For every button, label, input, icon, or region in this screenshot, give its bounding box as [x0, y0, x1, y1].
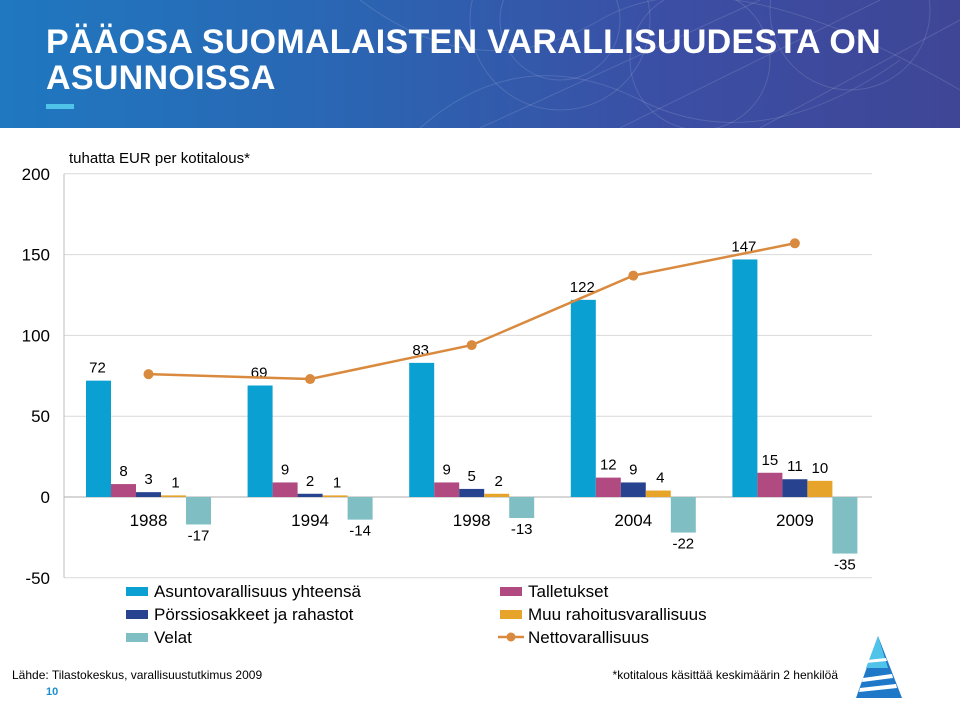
bar-data-label: 2	[306, 473, 314, 490]
bar-data-label: 9	[629, 461, 637, 478]
bar-velat-1998	[509, 497, 535, 519]
bar-muu-2009	[807, 480, 833, 497]
legend: Asuntovarallisuus yhteensä Talletukset Pör…	[126, 582, 707, 647]
bar-pörssiosakkeet-2004	[620, 482, 646, 497]
bar-muu-2004	[645, 490, 671, 497]
y-tick-label: 100	[22, 326, 50, 345]
legend-label: Talletukset	[528, 582, 609, 601]
page-number: 10	[46, 686, 59, 698]
bar-muu-1994	[322, 495, 348, 497]
legend-label: Asuntovarallisuus yhteensä	[154, 582, 362, 601]
bar-asuntovarallisuus-2009	[732, 259, 758, 497]
y-tick-label: -50	[25, 569, 50, 588]
y-tick-label: 150	[22, 246, 50, 265]
bar-data-label: 2	[495, 473, 503, 490]
bar-talletukset-2009	[757, 472, 783, 497]
legend-label: Nettovarallisuus	[528, 628, 649, 647]
bar-asuntovarallisuus-2004	[570, 299, 596, 497]
bar-talletukset-1994	[272, 482, 298, 497]
bar-data-label: 9	[281, 461, 289, 478]
bar-talletukset-1998	[434, 482, 460, 497]
legend-swatch	[500, 587, 522, 596]
net-wealth-point	[789, 238, 800, 249]
bar-data-label: -14	[349, 523, 371, 540]
footnote: *kotitalous käsittää keskimäärin 2 henki…	[612, 668, 838, 682]
y-tick-label: 0	[41, 488, 50, 507]
bar-data-label: -17	[188, 527, 210, 544]
bar-data-label: 1	[171, 474, 179, 491]
bar-data-label: -13	[511, 521, 533, 538]
bar-talletukset-1988	[111, 484, 136, 497]
bar-data-label: 15	[762, 452, 779, 469]
net-wealth-point	[628, 270, 639, 281]
legend-swatch	[126, 633, 148, 642]
legend-swatch	[126, 587, 148, 596]
bar-muu-1998	[484, 493, 510, 497]
category-label: 2009	[776, 511, 814, 530]
legend-label: Muu rahoitusvarallisuus	[528, 605, 707, 624]
bar-data-label: 4	[656, 470, 664, 487]
bar-asuntovarallisuus-1994	[247, 385, 273, 497]
bar-data-label: 12	[600, 457, 617, 474]
bar-asuntovarallisuus-1988	[86, 380, 111, 497]
bar-velat-2009	[832, 497, 858, 554]
bar-data-label: 122	[570, 279, 595, 296]
y-tick-label: 50	[31, 407, 50, 426]
bar-pörssiosakkeet-1998	[459, 488, 485, 497]
bar-talletukset-2004	[595, 477, 621, 497]
bar-data-label: 9	[443, 461, 451, 478]
bar-data-label: 8	[119, 463, 127, 480]
y-tick-label: 200	[22, 165, 50, 184]
legend-label: Pörssiosakkeet ja rahastot	[154, 605, 354, 624]
company-logo	[856, 636, 902, 698]
bar-velat-1994	[347, 497, 373, 520]
bar-data-label: -22	[672, 536, 694, 553]
legend-label: Velat	[154, 628, 192, 647]
bar-data-label: 1	[333, 474, 341, 491]
bar-data-label: 72	[89, 360, 106, 377]
bar-data-label: 5	[468, 468, 476, 485]
category-label: 1994	[291, 511, 329, 530]
bar-data-label: 3	[144, 471, 152, 488]
category-label: 2004	[614, 511, 652, 530]
y-axis-tick-labels: -50 0 50 100 150 200	[22, 165, 50, 588]
bar-pörssiosakkeet-1988	[136, 492, 161, 497]
bar-velat-2004	[670, 497, 696, 533]
category-labels: 1988 1994 1998 2004 2009	[130, 511, 814, 530]
bar-data-label: 11	[787, 458, 803, 475]
header-decoration	[359, 0, 960, 128]
slide-header: PÄÄOSA SUOMALAISTEN VARALLISUUDESTA ON A…	[0, 0, 960, 128]
bar-pörssiosakkeet-2009	[782, 479, 808, 497]
legend-point-swatch	[506, 632, 516, 642]
bar-asuntovarallisuus-1998	[409, 362, 435, 497]
source-note: Lähde: Tilastokeskus, varallisuustutkimu…	[12, 668, 263, 682]
category-label: 1988	[130, 511, 168, 530]
net-wealth-point	[143, 369, 154, 380]
bar-data-label: 69	[251, 364, 268, 381]
legend-swatch	[500, 610, 522, 619]
bar-pörssiosakkeet-1994	[297, 493, 323, 497]
net-wealth-point	[466, 340, 477, 351]
bar-data-label: 10	[812, 460, 829, 477]
bar-data-label: -35	[834, 557, 856, 574]
bar-velat-1988	[186, 497, 211, 525]
legend-swatch	[126, 610, 148, 619]
title-underline	[46, 104, 74, 109]
net-wealth-point	[305, 374, 316, 385]
net-wealth-line	[143, 238, 800, 385]
slide-title: PÄÄOSA SUOMALAISTEN VARALLISUUDESTA ON A…	[46, 23, 881, 97]
net-wealth-polyline	[148, 242, 796, 381]
bar-muu-1988	[161, 495, 186, 497]
household-wealth-chart: -50 0 50 100 150 200 tuhatta EUR per kotitalo…	[22, 150, 872, 647]
category-label: 1998	[453, 511, 491, 530]
unit-label: tuhatta EUR per kotitalous*	[69, 150, 250, 167]
bars	[86, 259, 858, 554]
